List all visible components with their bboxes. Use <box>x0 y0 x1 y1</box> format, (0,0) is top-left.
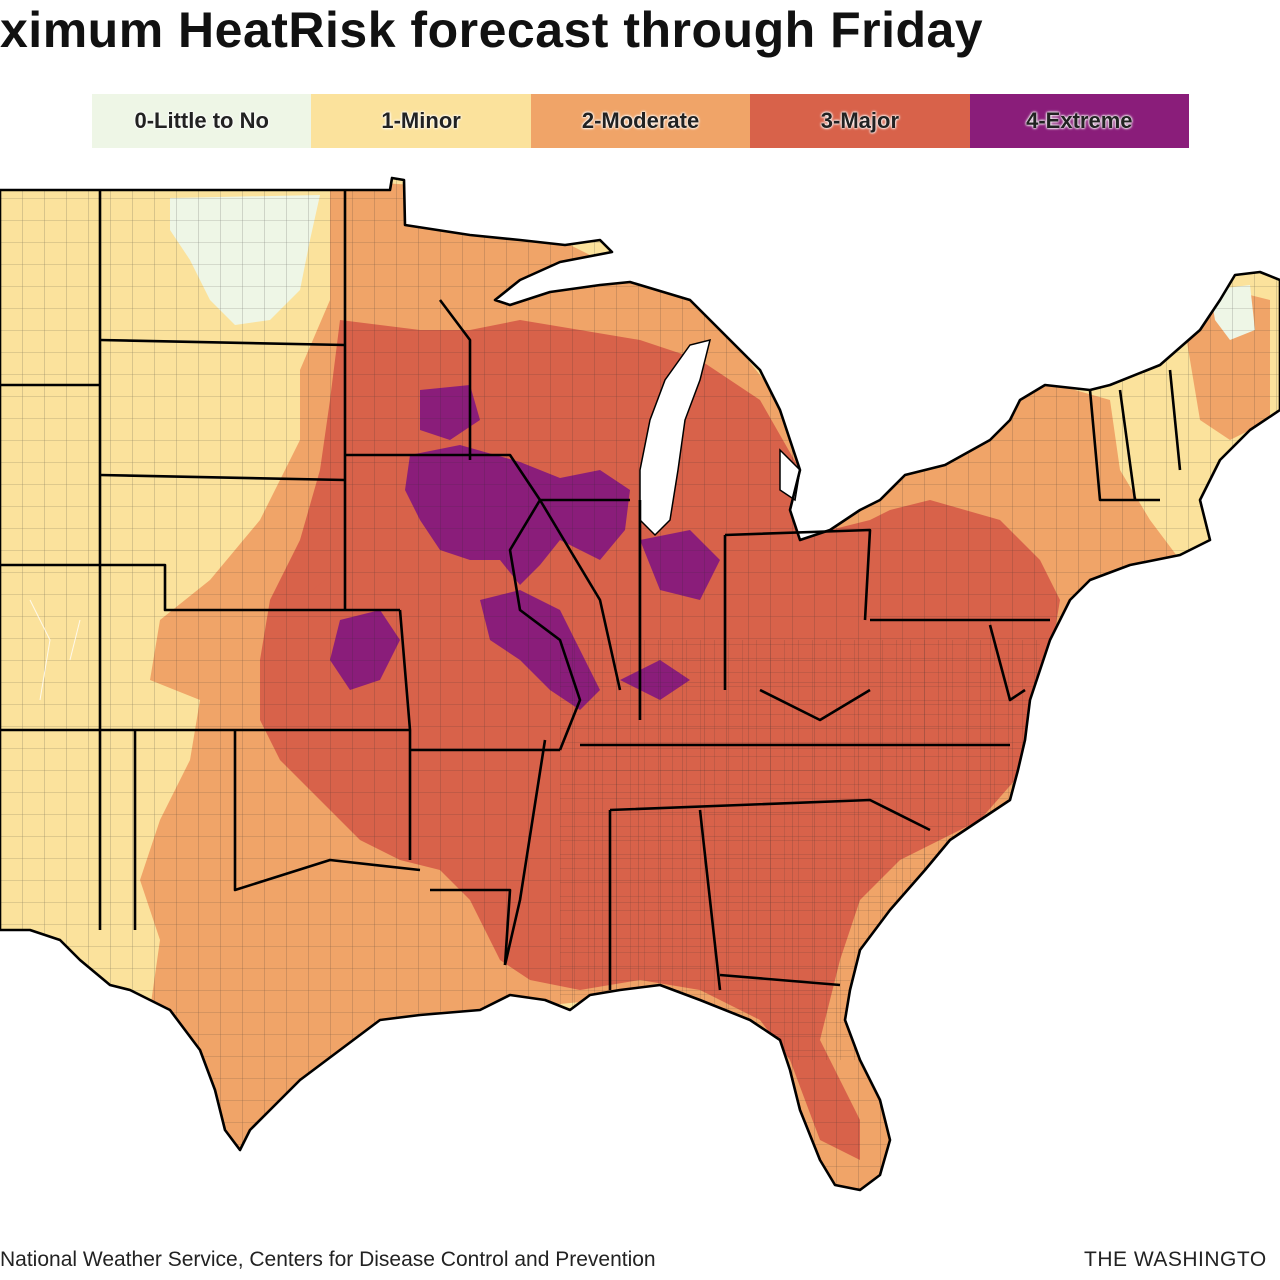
legend-label: 2-Moderate <box>581 108 700 133</box>
legend-item-major: 3-Major <box>750 94 970 148</box>
legend-item-little: 0-Little to No <box>92 94 312 148</box>
legend-item-moderate: 2-Moderate <box>530 94 751 148</box>
source-note: National Weather Service, Centers for Di… <box>0 1248 656 1271</box>
heatrisk-map <box>0 176 1280 1192</box>
heatrisk-legend: 0-Little to No 1-Minor 2-Moderate 3-Majo… <box>92 94 1190 148</box>
legend-label: 0-Little to No <box>134 108 269 133</box>
legend-item-minor: 1-Minor <box>311 94 531 148</box>
legend-label: 4-Extreme <box>1026 108 1133 133</box>
publisher-credit: THE WASHINGTO <box>1084 1248 1267 1271</box>
legend-label: 1-Minor <box>381 108 461 133</box>
legend-label: 3-Major <box>820 108 900 133</box>
map-title: ximum HeatRisk forecast through Friday <box>0 2 984 58</box>
legend-item-extreme: 4-Extreme <box>969 94 1190 148</box>
